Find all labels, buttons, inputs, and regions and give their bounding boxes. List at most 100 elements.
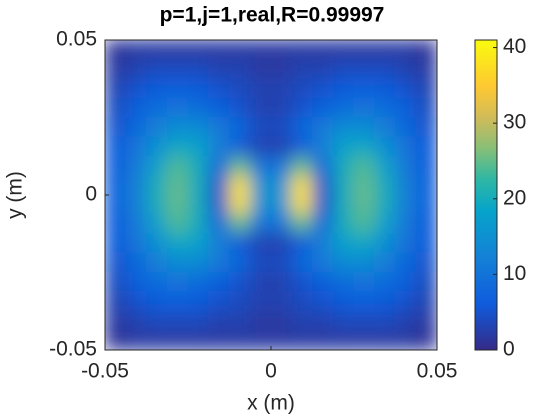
heatmap-cell <box>146 272 168 293</box>
chart-title: p=1,j=1,real,R=0.99997 <box>160 4 385 27</box>
heatmap-cell <box>187 58 210 80</box>
heatmap-cell <box>125 213 147 235</box>
heatmap-cell <box>395 233 417 254</box>
heatmap-cell <box>395 78 417 99</box>
heatmap-cell <box>208 117 230 138</box>
heatmap-cell <box>395 58 417 80</box>
heatmap-cell <box>270 310 293 332</box>
heatmap-cell <box>187 117 210 138</box>
heatmap-cell <box>187 78 210 99</box>
heatmap-cell <box>415 155 437 177</box>
heatmap-cell <box>146 194 168 215</box>
heatmap-cell <box>249 136 272 157</box>
heatmap-cell <box>229 213 251 235</box>
heatmap-cell <box>146 233 168 254</box>
heatmap-cell <box>415 233 437 254</box>
heatmap-cell <box>146 58 168 80</box>
heatmap-cell <box>312 272 334 293</box>
heatmap-cell <box>229 155 251 177</box>
heatmap-cell <box>166 58 189 80</box>
heatmap-cell <box>125 233 147 254</box>
heatmap-cell <box>353 330 376 350</box>
heatmap-cell <box>374 40 396 60</box>
plot-area <box>105 40 437 350</box>
heatmap-cell <box>291 233 313 254</box>
heatmap-cell <box>105 155 127 177</box>
heatmap-cell <box>270 58 293 80</box>
heatmap-cell <box>374 58 396 80</box>
heatmap-cell <box>166 252 189 273</box>
heatmap-cell <box>270 117 293 138</box>
heatmap-cell <box>270 40 293 60</box>
heatmap-cell <box>415 117 437 138</box>
heatmap-cell <box>291 291 313 312</box>
heatmap-cell <box>125 155 147 177</box>
heatmap-cell <box>105 272 127 293</box>
heatmap-cell <box>125 136 147 157</box>
colorbar <box>474 39 498 351</box>
heatmap-cell <box>291 310 313 332</box>
heatmap-cell <box>166 97 189 118</box>
colorbar-tick-label: 10 <box>503 262 526 285</box>
heatmap-cell <box>187 155 210 177</box>
heatmap-cell <box>125 194 147 215</box>
heatmap-cell <box>353 117 376 138</box>
heatmap-cell <box>353 252 376 273</box>
y-tick-label: 0 <box>85 183 97 206</box>
heatmap-cell <box>374 78 396 99</box>
heatmap-cell <box>229 58 251 80</box>
heatmap-cell <box>353 175 376 196</box>
heatmap-cell <box>353 233 376 254</box>
heatmap-cell <box>312 233 334 254</box>
x-tick-label: -0.05 <box>81 360 129 383</box>
heatmap-cell <box>291 272 313 293</box>
heatmap-cell <box>353 310 376 332</box>
heatmap-cell <box>249 233 272 254</box>
heatmap-cell <box>312 136 334 157</box>
heatmap-cell <box>415 330 437 350</box>
heatmap-cell <box>270 78 293 99</box>
heatmap-cell <box>353 213 376 235</box>
heatmap-cell <box>270 233 293 254</box>
heatmap-cell <box>187 233 210 254</box>
heatmap-cell <box>353 136 376 157</box>
heatmap-cell <box>270 155 293 177</box>
heatmap-cell <box>125 58 147 80</box>
heatmap-cell <box>208 78 230 99</box>
heatmap-cell <box>312 97 334 118</box>
heatmap-cell <box>332 310 355 332</box>
heatmap-cell <box>105 233 127 254</box>
heatmap-cell <box>229 291 251 312</box>
heatmap-cell <box>374 117 396 138</box>
heatmap-cell <box>332 233 355 254</box>
heatmap-cell <box>374 136 396 157</box>
heatmap-cell <box>229 252 251 273</box>
heatmap-cell <box>249 175 272 196</box>
heatmap-cell <box>291 97 313 118</box>
heatmap-cell <box>229 233 251 254</box>
heatmap-cell <box>166 78 189 99</box>
heatmap-cell <box>291 252 313 273</box>
heatmap-cell <box>395 97 417 118</box>
heatmap-cell <box>249 97 272 118</box>
heatmap-cell <box>105 213 127 235</box>
heatmap-cell <box>395 330 417 350</box>
heatmap-cell <box>332 97 355 118</box>
heatmap-cell <box>105 78 127 99</box>
heatmap-cell <box>208 175 230 196</box>
heatmap-cell <box>105 310 127 332</box>
heatmap-cell <box>374 310 396 332</box>
heatmap-cell <box>166 272 189 293</box>
heatmap-cell <box>187 194 210 215</box>
heatmap-cell <box>332 155 355 177</box>
heatmap-cell <box>374 155 396 177</box>
heatmap-cell <box>249 252 272 273</box>
heatmap-cell <box>291 40 313 60</box>
heatmap-cell <box>415 175 437 196</box>
heatmap-cell <box>249 40 272 60</box>
heatmap-cell <box>187 252 210 273</box>
heatmap-cell <box>166 175 189 196</box>
heatmap-cell <box>395 291 417 312</box>
heatmap-cell <box>105 97 127 118</box>
heatmap-cell <box>208 155 230 177</box>
